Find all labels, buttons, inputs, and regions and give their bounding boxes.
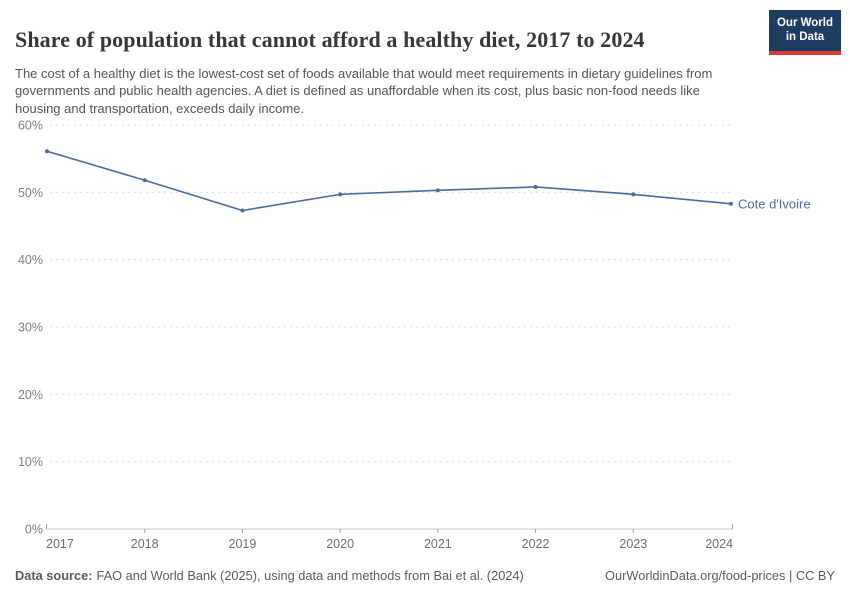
x-axis-tick-label: 2019 [229,537,257,551]
datasource: Data source: FAO and World Bank (2025), u… [15,568,524,583]
datasource-label: Data source: [15,568,93,583]
data-point[interactable] [729,201,733,206]
entity-label[interactable]: Cote d'Ivoire [738,196,811,211]
y-axis-tick-label: 60% [18,119,43,133]
footer-links[interactable]: OurWorldinData.org/food-prices | CC BY [605,568,835,583]
data-point[interactable] [435,188,440,193]
chart-subtitle: The cost of a healthy diet is the lowest… [15,66,713,116]
datasource-text: FAO and World Bank (2025), using data an… [96,568,524,583]
data-line[interactable] [46,150,732,212]
x-axis-tick-label: 2023 [619,537,647,551]
page-title: Share of population that cannot afford a… [15,26,645,52]
data-point[interactable] [338,192,343,197]
y-axis-tick-label: 30% [18,321,43,335]
x-axis-tick-label: 2018 [131,537,159,551]
y-axis-tick-label: 40% [18,253,43,267]
data-point[interactable] [631,192,636,197]
y-axis-tick-label: 0% [25,523,43,537]
x-axis-tick-label: 2021 [424,537,452,551]
owid-logo-line1: Our World [776,17,833,29]
x-axis-tick-label: 2022 [522,537,550,551]
x-axis-tick-label: 2017 [46,537,74,551]
owid-logo[interactable]: Our World in Data [769,10,841,55]
y-axis-tick-label: 20% [18,388,43,402]
y-axis-tick-label: 10% [18,455,43,469]
data-point[interactable] [142,178,147,183]
y-axis-tick-label: 50% [18,186,43,200]
chart-footer: Data source: FAO and World Bank (2025), u… [15,568,835,583]
data-point[interactable] [240,208,245,213]
x-axis-tick-label: 2020 [326,537,354,551]
owid-logo-line2: in Data [785,30,825,43]
x-axis-tick-label: 2024 [705,537,733,551]
data-point[interactable] [533,184,538,189]
data-point[interactable] [45,149,49,154]
